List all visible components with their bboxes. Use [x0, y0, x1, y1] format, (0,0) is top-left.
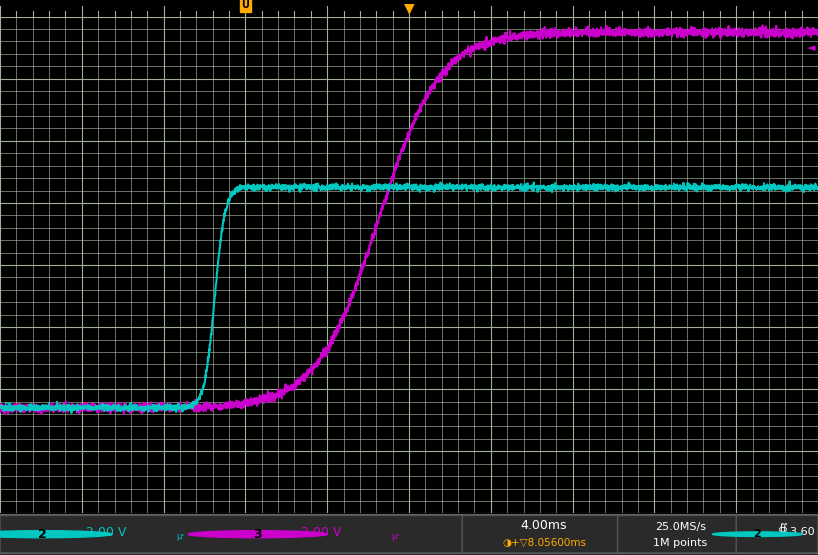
Circle shape: [0, 531, 112, 538]
Text: 1M points: 1M points: [654, 538, 708, 548]
Text: ▼: ▼: [404, 2, 414, 16]
FancyBboxPatch shape: [0, 514, 818, 554]
Text: 3: 3: [254, 528, 262, 541]
Circle shape: [712, 532, 802, 537]
Text: ◄: ◄: [807, 43, 816, 53]
Text: 2: 2: [4, 401, 13, 415]
Text: 2.00 V: 2.00 V: [86, 526, 126, 538]
Text: μᵛ: μᵛ: [176, 532, 185, 541]
Text: 2: 2: [38, 528, 47, 541]
Text: ∯: ∯: [777, 523, 787, 537]
Text: 4.00ms: 4.00ms: [521, 519, 567, 532]
Text: ◑+▽8.05600ms: ◑+▽8.05600ms: [502, 538, 586, 548]
Text: 25.0MS/s: 25.0MS/s: [655, 522, 706, 532]
Text: 2: 2: [753, 529, 762, 539]
FancyBboxPatch shape: [618, 516, 744, 553]
Text: 3.60 V: 3.60 V: [790, 527, 818, 537]
FancyBboxPatch shape: [462, 516, 626, 553]
FancyBboxPatch shape: [0, 516, 474, 553]
Text: μᵛ: μᵛ: [391, 532, 400, 541]
Text: 2.00 V: 2.00 V: [301, 526, 341, 538]
Circle shape: [188, 531, 327, 538]
FancyBboxPatch shape: [736, 516, 818, 553]
Text: U: U: [241, 0, 249, 10]
